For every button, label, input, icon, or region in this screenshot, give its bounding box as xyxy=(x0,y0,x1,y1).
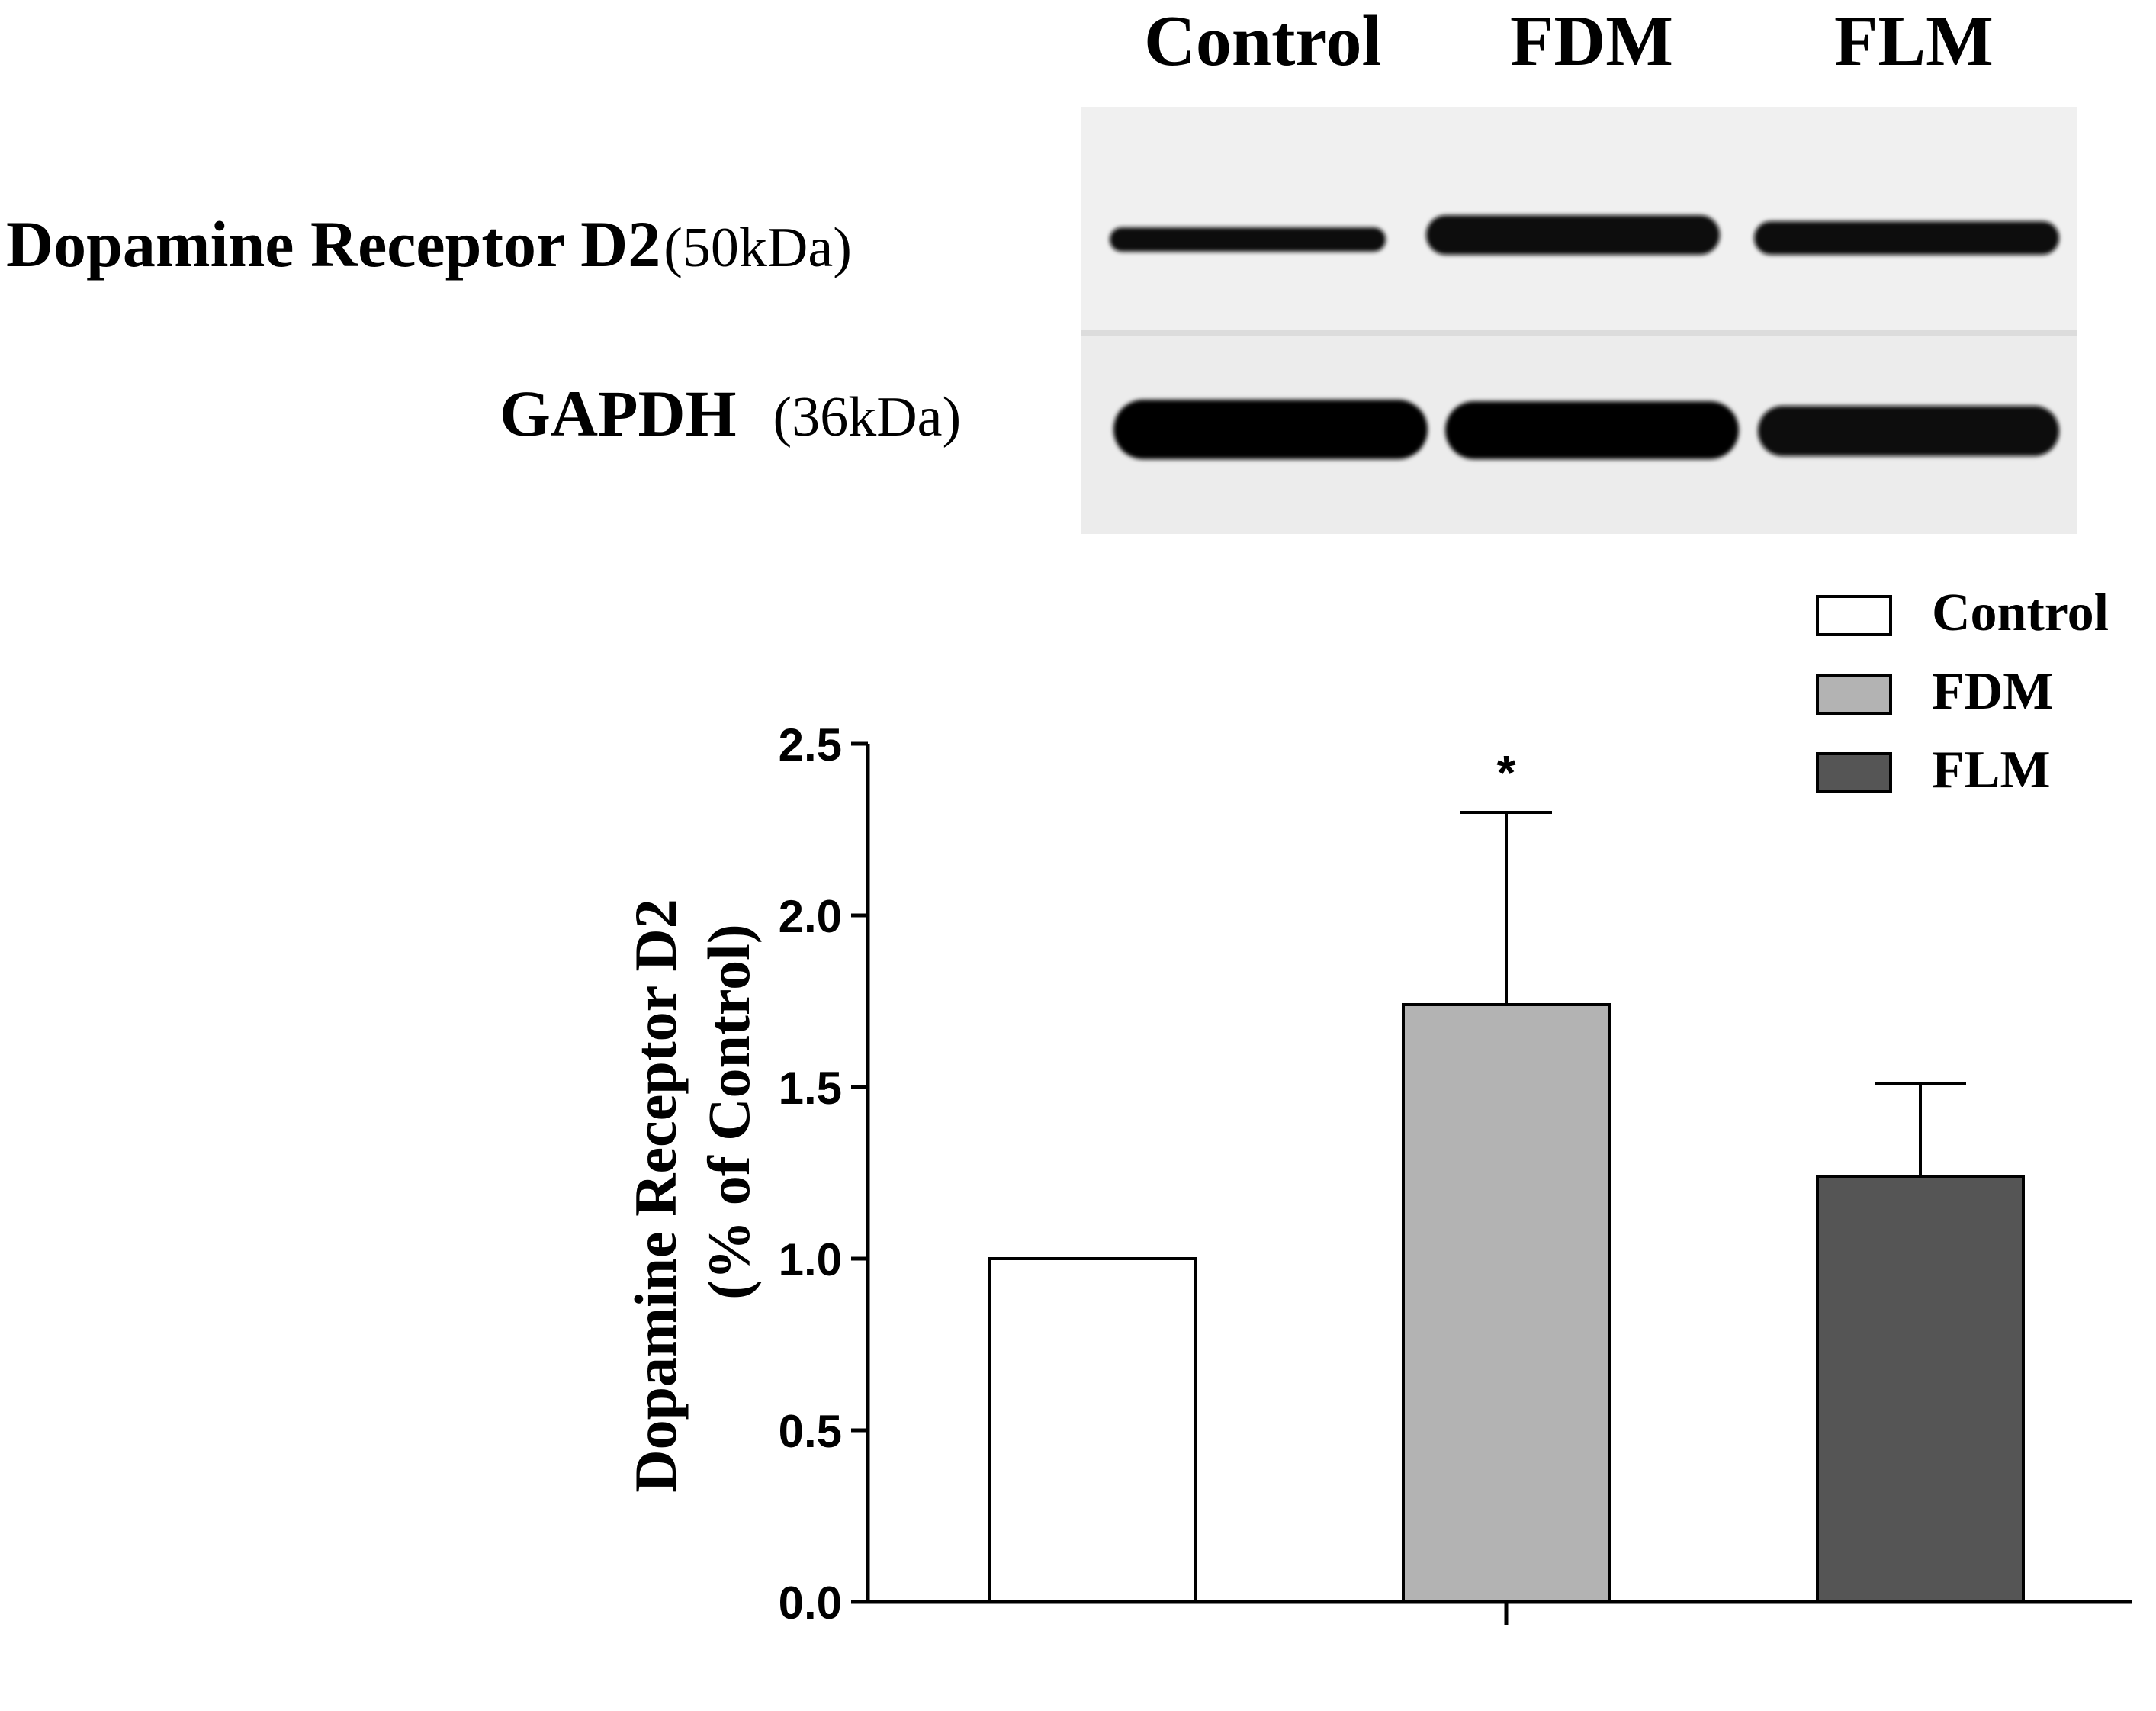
legend-label-flm: FLM xyxy=(1932,741,2051,799)
y-tick-label-0.0: 0.0 xyxy=(779,1578,842,1629)
y-tick-label-2.0: 2.0 xyxy=(779,891,842,942)
y-axis-label-line1: Dopamine Receptor D2 xyxy=(622,899,689,1492)
row-label-d2-name: Dopamine Receptor D2 xyxy=(6,207,661,281)
y-tick-label-1.0: 1.0 xyxy=(779,1234,842,1285)
band-d2-control xyxy=(1110,227,1386,252)
band-d2-fdm xyxy=(1426,215,1720,255)
y-axis-label-line2: (% of Control) xyxy=(696,924,762,1300)
row-label-d2: Dopamine Receptor D2 (50kDa) xyxy=(6,206,852,282)
row-label-gapdh-size: (36kDa) xyxy=(773,386,962,449)
lane-label-fdm: FDM xyxy=(1510,2,1674,81)
blot-image xyxy=(1081,107,2077,534)
legend-swatch-control xyxy=(1816,595,1892,636)
legend-swatch-fdm xyxy=(1816,674,1892,715)
lane-label-control: Control xyxy=(1144,2,1382,81)
band-gapdh-flm xyxy=(1758,406,2059,456)
significance-marker-fdm: * xyxy=(1497,745,1516,800)
y-tick-label-0.5: 0.5 xyxy=(779,1406,842,1457)
legend-swatch-flm xyxy=(1816,752,1892,793)
band-gapdh-fdm xyxy=(1445,401,1739,459)
row-label-gapdh: GAPDH (36kDa) xyxy=(500,375,961,452)
y-tick-label-1.5: 1.5 xyxy=(779,1063,842,1114)
lane-label-flm: FLM xyxy=(1834,2,1994,81)
band-gapdh-control xyxy=(1113,400,1428,459)
row-label-d2-size: (50kDa) xyxy=(664,217,852,279)
bar-control xyxy=(988,1257,1197,1603)
legend-label-fdm: FDM xyxy=(1932,662,2053,721)
band-d2-flm xyxy=(1754,221,2059,255)
bar-fdm xyxy=(1402,1003,1611,1603)
y-tick-label-2.5: 2.5 xyxy=(779,719,842,770)
row-label-gapdh-name: GAPDH xyxy=(500,377,737,450)
legend-label-control: Control xyxy=(1932,584,2109,642)
bar-flm xyxy=(1816,1175,2025,1603)
